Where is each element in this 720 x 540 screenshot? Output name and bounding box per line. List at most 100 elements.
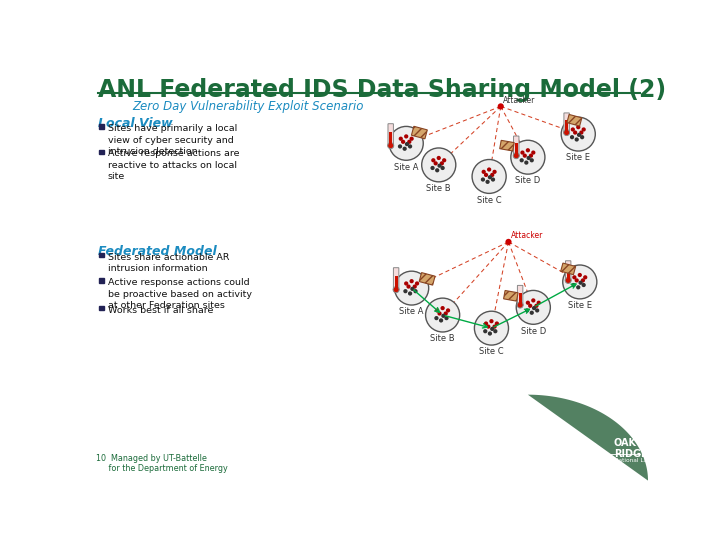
- Circle shape: [387, 143, 394, 148]
- Text: National Laboratory: National Laboratory: [614, 458, 672, 463]
- Circle shape: [536, 301, 541, 305]
- Circle shape: [486, 325, 490, 329]
- Circle shape: [526, 301, 530, 305]
- Circle shape: [534, 303, 539, 308]
- Circle shape: [434, 316, 438, 320]
- Circle shape: [484, 173, 488, 177]
- Circle shape: [582, 127, 586, 132]
- Text: OAK
RIDGE: OAK RIDGE: [614, 438, 647, 458]
- Circle shape: [505, 239, 512, 245]
- Circle shape: [577, 133, 581, 137]
- Circle shape: [433, 161, 438, 165]
- Bar: [99, 306, 104, 310]
- Circle shape: [575, 278, 579, 282]
- Circle shape: [576, 125, 580, 129]
- Circle shape: [523, 153, 527, 158]
- Text: Site A: Site A: [400, 307, 424, 316]
- FancyBboxPatch shape: [393, 268, 399, 290]
- Circle shape: [524, 160, 528, 165]
- Circle shape: [435, 308, 439, 313]
- Circle shape: [580, 135, 584, 139]
- Circle shape: [415, 281, 419, 286]
- Circle shape: [389, 126, 423, 160]
- Circle shape: [404, 134, 408, 139]
- Circle shape: [529, 153, 533, 158]
- Circle shape: [581, 278, 585, 282]
- Circle shape: [530, 310, 534, 315]
- Circle shape: [487, 175, 492, 179]
- Text: Site C: Site C: [479, 347, 504, 356]
- Bar: [389, 132, 392, 146]
- Text: Sites have primarily a local
view of cyber security and
intrusion detection: Sites have primarily a local view of cyb…: [108, 124, 237, 156]
- Text: Zero Day Vulnerability Exploit Scenario: Zero Day Vulnerability Exploit Scenario: [132, 100, 364, 113]
- Circle shape: [408, 140, 411, 144]
- Text: Site A: Site A: [394, 163, 418, 172]
- Bar: [99, 278, 104, 283]
- Circle shape: [513, 153, 519, 159]
- Circle shape: [410, 279, 414, 284]
- Circle shape: [446, 308, 450, 313]
- Circle shape: [422, 148, 456, 182]
- Circle shape: [492, 170, 497, 174]
- Circle shape: [510, 140, 545, 174]
- Text: Site B: Site B: [431, 334, 455, 343]
- Bar: [500, 140, 514, 151]
- Circle shape: [431, 158, 436, 163]
- Circle shape: [442, 158, 446, 163]
- Circle shape: [572, 283, 576, 287]
- Text: ANL Federated IDS Data Sharing Model (2): ANL Federated IDS Data Sharing Model (2): [98, 78, 666, 102]
- Circle shape: [444, 316, 449, 320]
- Circle shape: [435, 168, 439, 172]
- Circle shape: [582, 283, 586, 287]
- Circle shape: [441, 314, 446, 318]
- Circle shape: [406, 285, 410, 289]
- Circle shape: [426, 298, 459, 332]
- Circle shape: [561, 117, 595, 151]
- Text: 10  Managed by UT-Battelle
     for the Department of Energy: 10 Managed by UT-Battelle for the Depart…: [96, 454, 228, 473]
- Circle shape: [571, 127, 575, 132]
- Circle shape: [491, 178, 495, 181]
- Text: Site E: Site E: [568, 301, 592, 310]
- Circle shape: [483, 329, 487, 333]
- Bar: [99, 150, 104, 154]
- Circle shape: [577, 273, 582, 277]
- Circle shape: [495, 321, 499, 326]
- Circle shape: [578, 281, 582, 285]
- Circle shape: [530, 158, 534, 163]
- Circle shape: [490, 319, 494, 323]
- Text: Federated Model: Federated Model: [98, 245, 217, 258]
- Bar: [503, 291, 518, 301]
- Circle shape: [570, 135, 574, 139]
- Circle shape: [517, 302, 523, 308]
- FancyBboxPatch shape: [586, 444, 597, 457]
- Circle shape: [575, 137, 579, 141]
- Text: Sites share actionable AR
intrusion information: Sites share actionable AR intrusion info…: [108, 253, 230, 273]
- Circle shape: [439, 318, 444, 322]
- Circle shape: [444, 312, 448, 315]
- Circle shape: [395, 271, 428, 305]
- Circle shape: [408, 144, 413, 148]
- Circle shape: [531, 151, 536, 154]
- Circle shape: [481, 178, 485, 181]
- Bar: [565, 120, 568, 132]
- Text: Works best if all share: Works best if all share: [108, 306, 213, 315]
- Bar: [99, 253, 104, 257]
- Circle shape: [573, 131, 577, 134]
- FancyBboxPatch shape: [564, 113, 570, 133]
- Bar: [515, 143, 518, 156]
- Text: Site D: Site D: [516, 177, 541, 185]
- Bar: [411, 126, 427, 139]
- Text: Site D: Site D: [521, 327, 546, 335]
- Circle shape: [531, 298, 536, 302]
- FancyBboxPatch shape: [565, 261, 571, 281]
- Circle shape: [490, 173, 495, 177]
- Text: Local View: Local View: [98, 117, 172, 130]
- Text: Active response actions could
be proactive based on activity
at other Federation: Active response actions could be proacti…: [108, 278, 252, 310]
- Circle shape: [437, 312, 441, 315]
- Circle shape: [404, 281, 408, 286]
- Circle shape: [399, 137, 403, 141]
- Text: Site B: Site B: [426, 184, 451, 193]
- Circle shape: [402, 147, 407, 151]
- Circle shape: [532, 306, 536, 310]
- Circle shape: [485, 180, 490, 184]
